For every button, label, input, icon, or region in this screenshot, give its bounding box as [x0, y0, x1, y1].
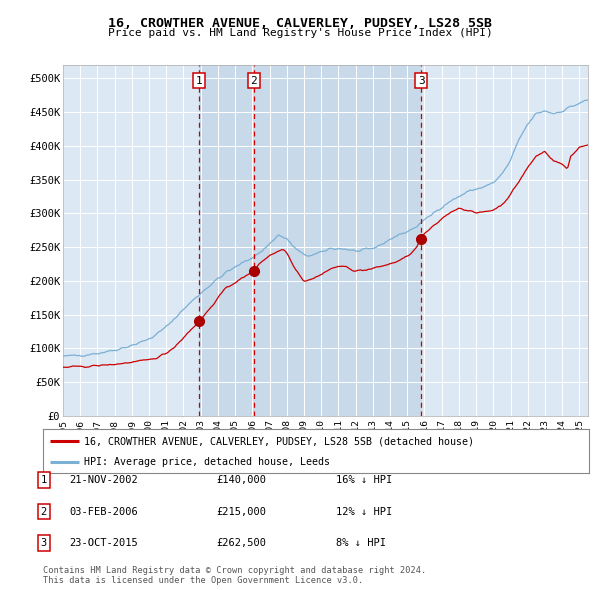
Text: 2: 2 — [250, 76, 257, 86]
Text: 8% ↓ HPI: 8% ↓ HPI — [336, 539, 386, 548]
Text: 16, CROWTHER AVENUE, CALVERLEY, PUDSEY, LS28 5SB (detached house): 16, CROWTHER AVENUE, CALVERLEY, PUDSEY, … — [84, 437, 474, 446]
Text: HPI: Average price, detached house, Leeds: HPI: Average price, detached house, Leed… — [84, 457, 330, 467]
Text: 3: 3 — [41, 539, 47, 548]
Bar — [254, 65, 421, 416]
Text: 1: 1 — [41, 475, 47, 484]
Text: 3: 3 — [418, 76, 425, 86]
Text: Contains HM Land Registry data © Crown copyright and database right 2024.
This d: Contains HM Land Registry data © Crown c… — [43, 566, 427, 585]
Text: 21-NOV-2002: 21-NOV-2002 — [69, 475, 138, 484]
Text: 23-OCT-2015: 23-OCT-2015 — [69, 539, 138, 548]
Text: £140,000: £140,000 — [216, 475, 266, 484]
Text: £262,500: £262,500 — [216, 539, 266, 548]
Text: 16, CROWTHER AVENUE, CALVERLEY, PUDSEY, LS28 5SB: 16, CROWTHER AVENUE, CALVERLEY, PUDSEY, … — [108, 17, 492, 30]
Text: 12% ↓ HPI: 12% ↓ HPI — [336, 507, 392, 516]
Text: £215,000: £215,000 — [216, 507, 266, 516]
Text: 1: 1 — [196, 76, 202, 86]
Text: 2: 2 — [41, 507, 47, 516]
Text: Price paid vs. HM Land Registry's House Price Index (HPI): Price paid vs. HM Land Registry's House … — [107, 28, 493, 38]
Text: 16% ↓ HPI: 16% ↓ HPI — [336, 475, 392, 484]
Bar — [199, 65, 254, 416]
Text: 03-FEB-2006: 03-FEB-2006 — [69, 507, 138, 516]
